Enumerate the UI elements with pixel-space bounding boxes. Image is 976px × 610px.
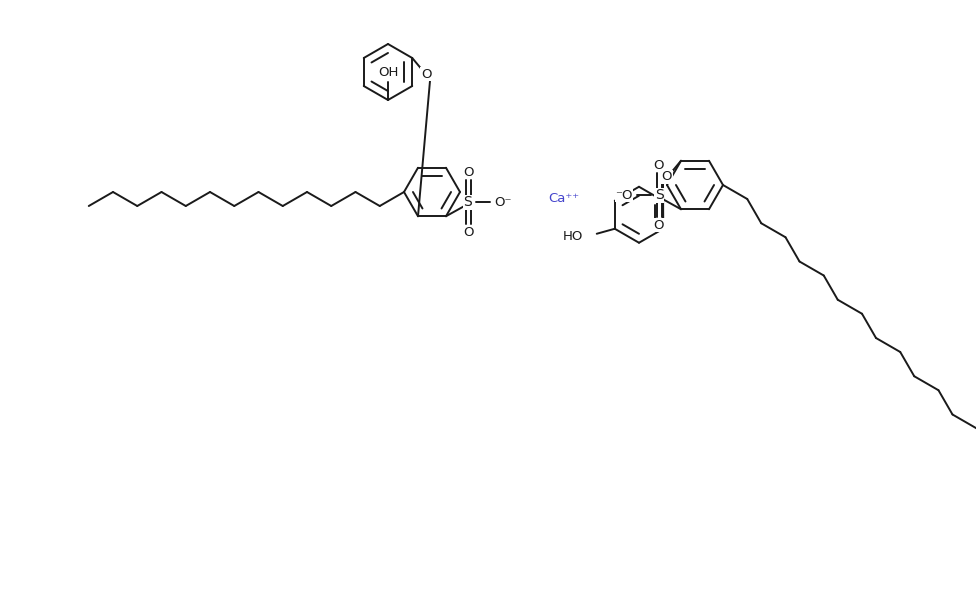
Text: OH: OH xyxy=(378,65,398,79)
Text: O: O xyxy=(421,68,431,81)
Text: HO: HO xyxy=(562,230,583,243)
Text: ⁻O: ⁻O xyxy=(615,188,632,202)
Text: O: O xyxy=(654,159,665,172)
Text: O⁻: O⁻ xyxy=(494,196,511,209)
Text: Ca⁺⁺: Ca⁺⁺ xyxy=(548,192,579,205)
Text: O: O xyxy=(662,170,672,183)
Text: S: S xyxy=(655,188,664,203)
Text: O: O xyxy=(463,166,473,179)
Text: O: O xyxy=(463,226,473,239)
Text: S: S xyxy=(464,195,472,209)
Text: O: O xyxy=(654,219,665,232)
